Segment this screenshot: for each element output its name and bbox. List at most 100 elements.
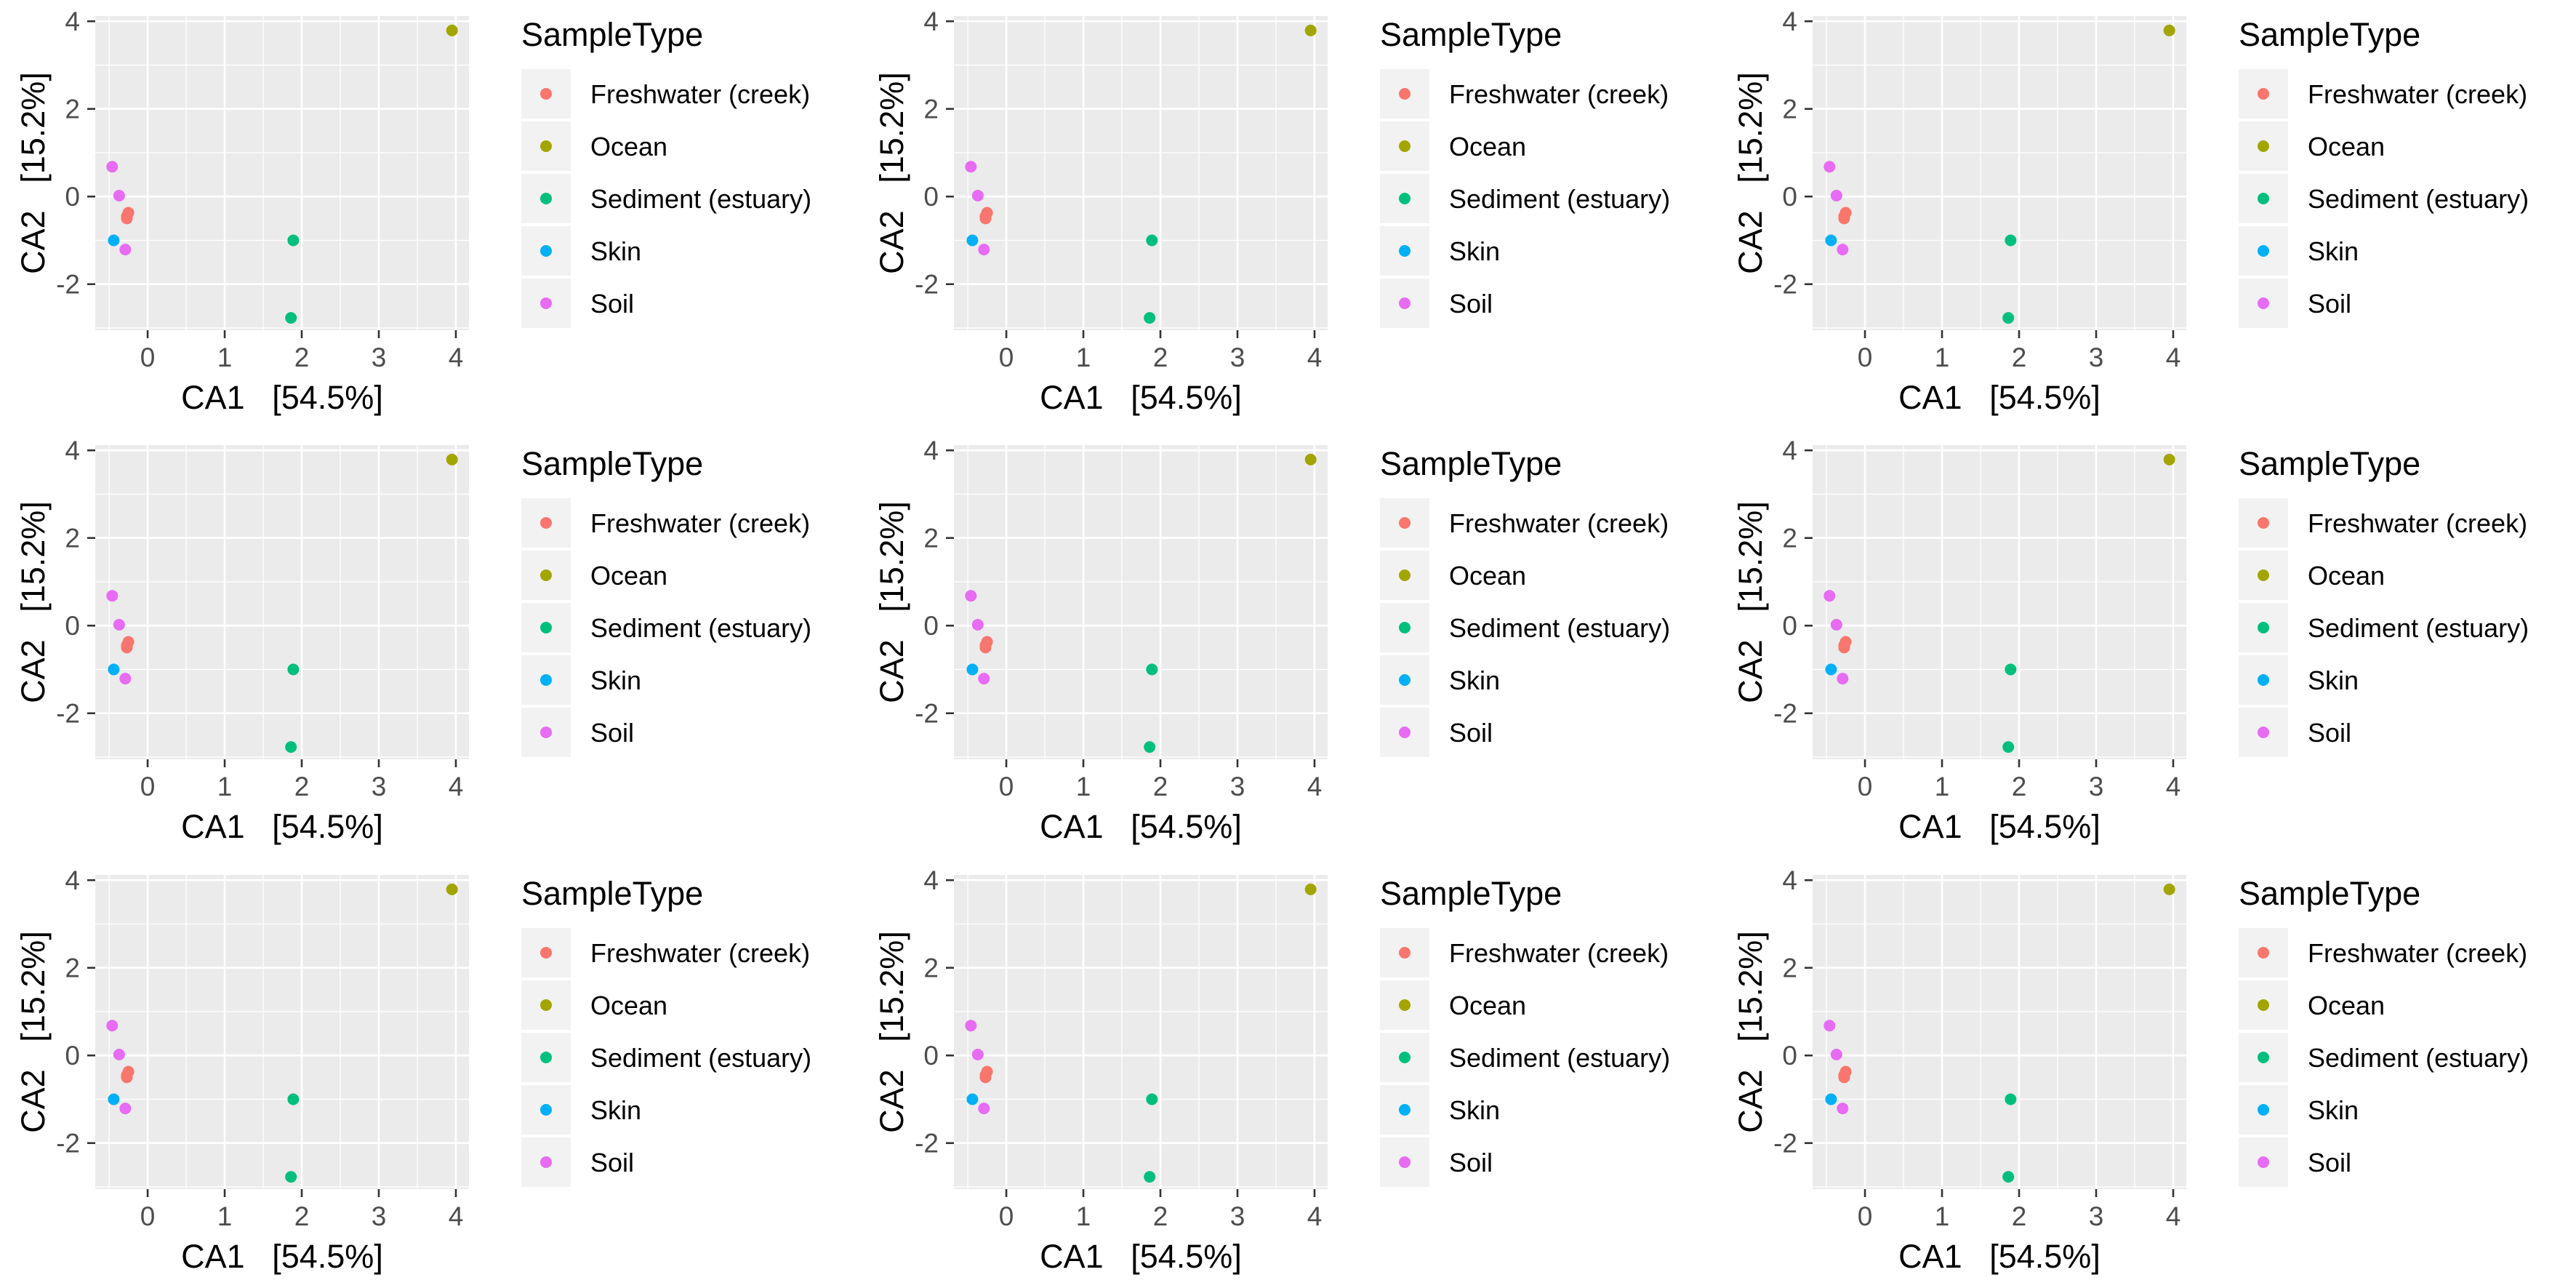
x-axis-title: CA1 [54.5%]	[1898, 808, 2100, 845]
legend-label: Soil	[1449, 289, 1493, 319]
scatter-plot: 0 1 2 3 4 -2 0 2 4 CA1 [54.5%] CA2 [15.2%] SampleTy…	[15, 7, 811, 416]
x-tick-label: 2	[2012, 343, 2027, 372]
x-tick-label: 2	[294, 1201, 310, 1231]
data-point	[2163, 24, 2175, 36]
legend-item: Ocean	[521, 121, 667, 171]
legend-item: Ocean	[1380, 980, 1526, 1030]
legend-item: Sediment (estuary)	[521, 174, 811, 223]
x-tick-label: 2	[294, 772, 310, 801]
legend-item: Ocean	[521, 980, 667, 1030]
x-tick-label: 3	[372, 1201, 387, 1231]
legend-item: Soil	[2239, 708, 2351, 757]
plot-background	[1813, 875, 2186, 1189]
legend-label: Skin	[1449, 665, 1500, 695]
legend-dot-icon	[2258, 622, 2269, 633]
scatter-panel: 0 1 2 3 4 -2 0 2 4 CA1 [54.5%] CA2 [15.2%] SampleTy…	[0, 859, 859, 1288]
legend-label: Skin	[1449, 1095, 1500, 1125]
legend-label: Freshwater (creek)	[590, 508, 810, 538]
legend-dot-icon	[2258, 1156, 2269, 1168]
data-point	[2163, 453, 2175, 465]
legend-item: Freshwater (creek)	[2239, 928, 2527, 977]
data-point	[1144, 312, 1156, 324]
legend-label: Skin	[2308, 665, 2359, 695]
y-tick-label: 4	[1782, 436, 1797, 465]
data-point	[1823, 1020, 1836, 1032]
legend-item: Sediment (estuary)	[1380, 174, 1670, 223]
legend-item: Skin	[521, 655, 641, 705]
data-point	[966, 1093, 979, 1105]
scatter-panel: 0 1 2 3 4 -2 0 2 4 CA1 [54.5%] CA2 [15.2%] SampleTy…	[1717, 0, 2576, 429]
data-point	[121, 1071, 133, 1084]
x-tick-label: 0	[999, 1201, 1014, 1231]
legend: SampleType Freshwater (creek) Ocean Sedimen…	[521, 875, 811, 1187]
data-point	[106, 1020, 119, 1032]
data-point	[979, 212, 992, 225]
legend-item: Skin	[1380, 226, 1500, 276]
legend-title: SampleType	[2239, 445, 2420, 482]
legend-item: Sediment (estuary)	[2239, 174, 2529, 223]
legend-item: Freshwater (creek)	[1380, 498, 1669, 548]
y-tick-label: -2	[1773, 1129, 1797, 1159]
legend: SampleType Freshwater (creek) Ocean Sedimen…	[1380, 16, 1670, 328]
data-point	[978, 244, 990, 256]
legend-label: Soil	[1449, 1148, 1493, 1177]
y-tick-label: 2	[1782, 95, 1797, 124]
data-point	[966, 663, 979, 676]
y-tick-label: 0	[65, 611, 80, 641]
x-tick-label: 2	[1153, 772, 1168, 801]
data-point	[108, 1093, 120, 1105]
legend-dot-icon	[540, 245, 552, 257]
y-tick-label: 2	[923, 95, 939, 124]
legend-dot-icon	[2258, 727, 2269, 738]
legend-label: Soil	[590, 289, 634, 319]
legend-dot-icon	[2258, 193, 2269, 204]
data-point	[1837, 244, 1849, 256]
legend-title: SampleType	[1380, 875, 1562, 912]
data-point	[978, 673, 990, 685]
y-tick-label: 0	[65, 182, 80, 212]
legend-dot-icon	[540, 1156, 552, 1168]
data-point	[1825, 1093, 1837, 1105]
legend-label: Soil	[2308, 1148, 2351, 1177]
x-tick-label: 1	[217, 343, 233, 372]
y-tick-label: 0	[923, 1041, 939, 1071]
scatter-panel: 0 1 2 3 4 -2 0 2 4 CA1 [54.5%] CA2 [15.2%] SampleTy…	[859, 429, 1717, 858]
scatter-plot: 0 1 2 3 4 -2 0 2 4 CA1 [54.5%] CA2 [15.2%] SampleTy…	[1732, 436, 2529, 845]
plot-background	[95, 16, 469, 330]
data-point	[121, 212, 133, 225]
legend-dot-icon	[540, 727, 552, 738]
legend-item: Freshwater (creek)	[1380, 928, 1669, 977]
x-tick-label: 2	[294, 343, 310, 372]
x-tick-label: 1	[1935, 343, 1950, 372]
plot-background	[1813, 16, 2186, 330]
scatter-plot: 0 1 2 3 4 -2 0 2 4 CA1 [54.5%] CA2 [15.2%] SampleTy…	[873, 865, 1670, 1275]
legend-label: Freshwater (creek)	[2308, 508, 2527, 538]
legend-label: Skin	[590, 1095, 641, 1125]
legend-dot-icon	[1399, 947, 1411, 959]
legend-label: Skin	[1449, 236, 1500, 266]
legend-label: Freshwater (creek)	[2308, 938, 2527, 968]
legend-label: Soil	[590, 718, 634, 748]
legend-label: Sediment (estuary)	[590, 1043, 811, 1073]
data-point	[2005, 234, 2017, 247]
legend-item: Freshwater (creek)	[1380, 69, 1669, 119]
legend-dot-icon	[2258, 999, 2269, 1011]
legend-dot-icon	[1399, 517, 1411, 529]
y-axis-title: CA2 [15.2%]	[1732, 931, 1769, 1133]
data-point	[113, 619, 125, 631]
x-tick-label: 1	[1076, 772, 1091, 801]
plot-background	[95, 445, 469, 759]
y-tick-label: 4	[923, 865, 939, 895]
data-point	[2002, 741, 2015, 753]
data-point	[971, 619, 984, 631]
y-tick-label: 4	[65, 436, 80, 465]
legend-item: Ocean	[2239, 121, 2385, 171]
x-axis-title: CA1 [54.5%]	[181, 379, 383, 416]
legend-label: Freshwater (creek)	[1449, 79, 1669, 109]
scatter-plot: 0 1 2 3 4 -2 0 2 4 CA1 [54.5%] CA2 [15.2%] SampleTy…	[15, 865, 811, 1275]
x-tick-label: 0	[1858, 772, 1873, 801]
legend-title: SampleType	[2239, 16, 2420, 53]
x-tick-label: 4	[1307, 1201, 1323, 1231]
y-tick-label: 0	[923, 611, 939, 641]
legend-dot-icon	[1399, 1052, 1411, 1063]
